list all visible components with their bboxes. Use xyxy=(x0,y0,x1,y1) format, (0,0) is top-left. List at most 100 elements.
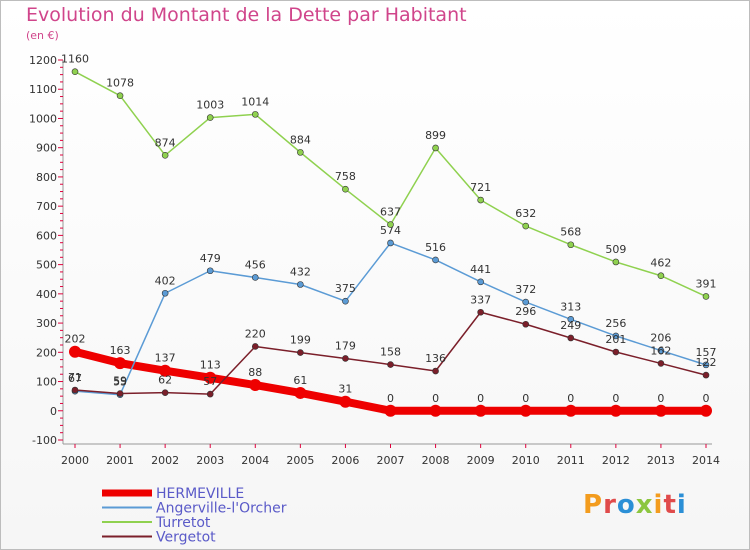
data-label: 296 xyxy=(515,305,536,318)
data-point xyxy=(384,404,397,417)
data-point xyxy=(206,267,214,275)
x-tick-label: 2003 xyxy=(196,454,224,467)
data-point xyxy=(339,395,352,408)
data-label: 163 xyxy=(110,344,131,357)
data-point xyxy=(297,149,304,156)
x-tick-label: 2014 xyxy=(692,454,720,467)
chart-subtitle: (en €) xyxy=(26,29,59,42)
data-point xyxy=(294,386,307,399)
data-label: 721 xyxy=(470,181,491,194)
x-tick-label: 2005 xyxy=(286,454,314,467)
x-tick-label: 2008 xyxy=(422,454,450,467)
data-label: 479 xyxy=(200,252,221,265)
data-label: 1014 xyxy=(241,95,269,108)
data-point xyxy=(159,364,172,377)
data-label: 113 xyxy=(200,359,221,372)
legend-label: Angerville-l'Orcher xyxy=(156,501,287,517)
data-label: 162 xyxy=(650,344,671,357)
data-label: 67 xyxy=(68,372,82,385)
y-tick-label: 200 xyxy=(36,346,57,359)
series-line-2 xyxy=(74,70,707,298)
data-point xyxy=(609,404,622,417)
data-point xyxy=(567,241,575,249)
data-point xyxy=(702,293,710,300)
data-label: 0 xyxy=(432,392,439,405)
y-tick-label: 700 xyxy=(36,200,57,213)
y-tick-label: 500 xyxy=(36,259,57,272)
data-label: 201 xyxy=(605,333,626,346)
y-tick-label: 900 xyxy=(36,142,57,155)
data-point xyxy=(564,404,577,417)
data-label: 1160 xyxy=(61,53,89,66)
y-tick-label: 800 xyxy=(36,171,57,184)
data-label: 568 xyxy=(560,226,581,239)
data-point xyxy=(522,298,530,306)
data-point xyxy=(161,289,169,297)
data-point xyxy=(249,379,262,392)
data-point xyxy=(522,320,530,328)
data-point xyxy=(251,343,259,350)
data-point xyxy=(116,92,124,99)
data-point xyxy=(114,357,127,370)
x-tick-label: 2000 xyxy=(61,454,89,467)
data-point xyxy=(71,386,79,394)
y-tick-label: 400 xyxy=(36,288,57,301)
data-point xyxy=(297,281,304,288)
data-point xyxy=(161,151,169,159)
x-tick-label: 2001 xyxy=(106,454,134,467)
data-label: 372 xyxy=(515,283,536,296)
data-point xyxy=(206,390,214,398)
data-label: 62 xyxy=(158,374,172,387)
data-point xyxy=(71,68,79,75)
data-label: 1003 xyxy=(196,99,224,112)
data-label: 88 xyxy=(248,366,262,379)
x-tick-label: 2010 xyxy=(512,454,540,467)
data-label: 220 xyxy=(245,327,266,340)
data-point xyxy=(204,371,217,384)
data-label: 391 xyxy=(696,277,717,290)
data-label: 462 xyxy=(650,257,671,270)
data-label: 0 xyxy=(703,392,710,405)
data-label: 59 xyxy=(113,375,127,388)
data-label: 199 xyxy=(290,334,311,347)
data-label: 0 xyxy=(567,392,574,405)
data-label: 57 xyxy=(203,375,217,388)
data-point xyxy=(612,332,620,340)
y-tick-label: 1200 xyxy=(29,54,57,67)
legend-label: HERMEVILLE xyxy=(156,486,244,502)
data-label: 55 xyxy=(113,376,127,389)
data-point xyxy=(342,185,349,193)
data-point xyxy=(116,390,124,397)
data-point xyxy=(477,278,484,286)
data-label: 516 xyxy=(425,241,446,254)
data-label: 122 xyxy=(696,356,717,369)
y-tick-label: 600 xyxy=(36,229,57,242)
data-point xyxy=(432,144,439,152)
data-point xyxy=(657,360,665,367)
data-label: 71 xyxy=(68,371,82,384)
data-point xyxy=(206,114,214,121)
x-tick-label: 2002 xyxy=(151,454,179,467)
data-label: 0 xyxy=(612,392,619,405)
data-point xyxy=(702,361,710,369)
data-label: 61 xyxy=(293,374,307,387)
x-tick-label: 2011 xyxy=(557,454,585,467)
y-tick-label: 300 xyxy=(36,317,57,330)
data-point xyxy=(342,355,349,362)
data-point xyxy=(429,404,442,417)
data-label: 31 xyxy=(338,383,352,396)
legend-label: Vergetot xyxy=(156,530,216,546)
data-point xyxy=(432,367,439,375)
y-tick-label: -100 xyxy=(32,434,57,447)
data-label: 456 xyxy=(245,258,266,271)
y-tick-label: 0 xyxy=(50,405,57,418)
data-label: 402 xyxy=(155,274,176,287)
data-label: 874 xyxy=(155,136,176,149)
y-tick-label: 100 xyxy=(36,376,57,389)
data-point xyxy=(522,222,530,230)
data-point xyxy=(251,111,259,118)
data-point xyxy=(567,315,575,323)
data-point xyxy=(387,239,394,247)
